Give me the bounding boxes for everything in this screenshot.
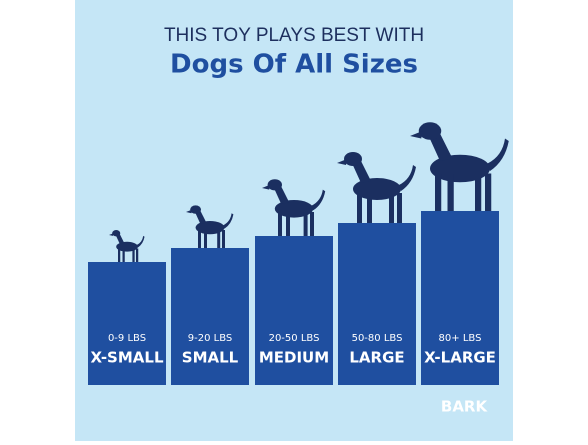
tier-size: X-LARGE — [424, 349, 496, 367]
tier-block — [338, 223, 416, 385]
tier-block — [255, 236, 333, 385]
tier-weight: 50-80 LBS — [352, 333, 403, 344]
dog-silhouette — [337, 152, 416, 223]
tier-weight: 20-50 LBS — [269, 333, 320, 344]
header-line2: Dogs Of All Sizes — [170, 50, 418, 80]
tier-weight: 80+ LBS — [439, 333, 482, 344]
tier-weight: 9-20 LBS — [188, 333, 232, 344]
tier-size: LARGE — [349, 349, 404, 367]
tier-size: SMALL — [182, 349, 239, 367]
dog-silhouette — [262, 179, 326, 236]
tier-size: MEDIUM — [259, 349, 329, 367]
tier-block — [171, 248, 249, 385]
header-line1: THIS TOY PLAYS BEST WITH — [164, 25, 424, 46]
tier-weight: 0-9 LBS — [108, 333, 146, 344]
tier-block — [421, 211, 499, 385]
tier-block — [88, 262, 166, 385]
dog-silhouette — [186, 205, 234, 248]
dog-silhouette — [109, 230, 145, 262]
tier-size: X-SMALL — [90, 349, 163, 367]
dog-silhouette — [410, 122, 509, 211]
logo: BARK — [441, 398, 489, 416]
